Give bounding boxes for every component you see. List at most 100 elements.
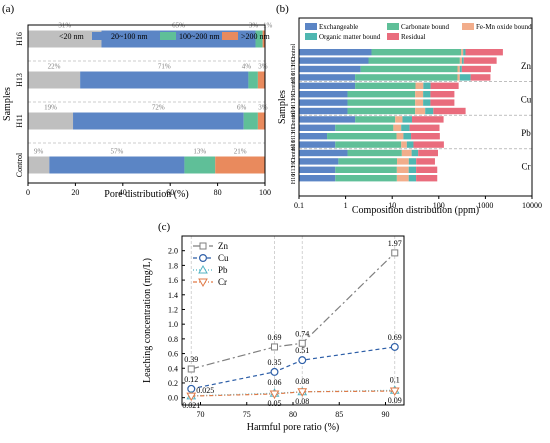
tick-y-b-Zn-H13: H13 xyxy=(291,65,297,75)
bar-b-Cu-H16-2 xyxy=(415,107,426,115)
axes-c-frame xyxy=(181,235,405,406)
bar-a-Control-3 xyxy=(215,156,265,174)
tick-y-c-0.8: 0.8 xyxy=(168,335,178,344)
legend-c-marker-Cu xyxy=(199,254,208,263)
legend-b-label-3: Organic matter bound xyxy=(319,33,381,41)
tick-y-b-Pb-Control: Control xyxy=(291,111,297,130)
tick-x-c-70: 70 xyxy=(197,410,205,419)
bar-b-Pb-H13-4 xyxy=(411,133,440,140)
legend-b-swatch-4 xyxy=(387,33,399,40)
bar-b-Cr-H16-4 xyxy=(416,175,438,182)
tick-x-b-10: 10 xyxy=(388,201,396,210)
bar-b-Pb-H11-4 xyxy=(409,124,440,131)
bar-a-H11-3 xyxy=(257,112,265,130)
data-label-Zn-1: 0.69 xyxy=(268,333,282,342)
data-label-Cr-2: 0.08 xyxy=(295,397,309,406)
point-Zn-1 xyxy=(271,343,278,351)
bar-a-H16-2 xyxy=(255,30,263,48)
bar-b-Cr-Control-1 xyxy=(347,149,402,157)
bar-b-Zn-Control-2 xyxy=(461,49,464,56)
bar-b-Cu-H11-2 xyxy=(415,91,424,98)
bar-b-Zn-Control-3 xyxy=(463,49,466,56)
bar-b-Zn-H11-0 xyxy=(299,57,369,64)
bar-b-Pb-H16-2 xyxy=(401,141,407,148)
bar-b-Cu-Control-4 xyxy=(430,82,459,89)
tick-y-a-H13: H13 xyxy=(15,73,24,87)
bar-b-Pb-Control-2 xyxy=(395,116,403,123)
tick-x-c-85: 85 xyxy=(335,410,343,419)
tick-x-a-0: 0 xyxy=(26,188,30,197)
tick-y-b-Cu-Control: Control xyxy=(291,77,297,96)
axes-a-frame xyxy=(27,24,266,184)
data-label-a-H11-3: 3% xyxy=(258,104,268,112)
bar-b-Cu-Control-2 xyxy=(415,82,424,89)
panel-b-label: (b) xyxy=(276,3,289,15)
data-label-Cu-2: 0.51 xyxy=(295,346,309,355)
bar-b-Pb-H13-3 xyxy=(403,133,412,140)
data-label-Cu-3: 0.69 xyxy=(388,333,402,342)
legend-b-label-2: Fe-Mn oxide bound xyxy=(476,23,532,31)
tick-y-b-Cr-Control: Control xyxy=(291,144,297,163)
tick-y-b-Zn-H16: H16 xyxy=(291,73,297,83)
bar-b-Pb-H11-0 xyxy=(299,124,336,131)
data-label-a-H11-2: 6% xyxy=(237,104,247,112)
bar-b-Zn-H16-1 xyxy=(355,74,458,81)
bar-b-Cr-H13-0 xyxy=(299,166,336,173)
bar-b-Pb-Control-3 xyxy=(402,116,412,123)
legend-b-label-0: Exchangeable xyxy=(319,23,358,31)
data-label-Cr-0: 0.021 xyxy=(182,401,200,410)
panel-c-label: (c) xyxy=(158,221,171,233)
bar-b-Pb-H13-2 xyxy=(396,133,404,140)
data-label-Cu-1: 0.35 xyxy=(268,358,282,367)
data-label-Zn-0: 0.39 xyxy=(184,355,198,364)
bar-b-Pb-Control-0 xyxy=(299,116,356,123)
legend-b-label-4: Residual xyxy=(401,33,426,41)
bar-b-Cu-Control-0 xyxy=(299,82,356,89)
bar-b-Pb-H11-3 xyxy=(401,124,410,131)
bar-b-Zn-H11-4 xyxy=(463,57,497,64)
legend-a-swatch-0 xyxy=(40,32,56,40)
bar-b-Cu-H13-3 xyxy=(423,99,431,106)
tick-y-b-Zn-Control: Control xyxy=(291,44,297,63)
data-label-a-H11-1: 72% xyxy=(152,104,165,112)
bar-b-Zn-H16-4 xyxy=(470,74,491,81)
bar-b-Cr-Control-0 xyxy=(299,149,348,157)
data-label-Pb-0: 0.025 xyxy=(196,386,214,395)
tick-y-b-Pb-H13: H13 xyxy=(291,132,297,142)
bar-b-Zn-Control-4 xyxy=(465,49,503,56)
data-label-Pb-1: 0.06 xyxy=(268,378,282,387)
legend-a-label-2: 100~200 nm xyxy=(179,32,220,41)
tick-y-c-1.0: 1.0 xyxy=(168,320,178,329)
tick-y-c-0.2: 0.2 xyxy=(168,379,178,388)
bar-b-Cu-Control-1 xyxy=(355,82,416,89)
point-Zn-2 xyxy=(298,339,306,347)
legend-a-swatch-2 xyxy=(160,32,176,40)
bar-b-Cu-H11-4 xyxy=(430,91,455,98)
bar-b-Cu-H13-1 xyxy=(347,99,416,106)
bar-a-H13-3 xyxy=(257,71,265,89)
tick-x-a-80: 80 xyxy=(214,188,222,197)
bar-b-Cr-H16-0 xyxy=(299,175,336,182)
bar-b-Zn-H16-2 xyxy=(457,74,460,81)
group-label-b-Cu: Cu xyxy=(521,94,532,104)
legend-b-swatch-0 xyxy=(305,23,317,30)
legend-c-label-Zn: Zn xyxy=(218,241,228,251)
bar-b-Cr-H13-3 xyxy=(408,166,417,173)
tick-y-b-Cu-H11: H11 xyxy=(291,90,297,100)
tick-x-b-1: 1 xyxy=(344,201,348,210)
bar-b-Cr-H11-3 xyxy=(408,158,417,165)
bar-b-Pb-H11-2 xyxy=(393,124,402,131)
bar-b-Zn-H13-3 xyxy=(459,65,462,73)
data-label-a-Control-2: 13% xyxy=(193,148,206,156)
bar-b-Zn-H13-0 xyxy=(299,65,361,73)
tick-y-b-Cu-H16: H16 xyxy=(291,107,297,117)
tick-x-b-10000: 10000 xyxy=(522,201,542,210)
tick-x-a-40: 40 xyxy=(119,188,127,197)
bar-b-Zn-H13-4 xyxy=(461,65,491,73)
bar-b-Cu-H16-3 xyxy=(425,107,434,115)
bar-b-Cr-H11-0 xyxy=(299,158,339,165)
legend-c-marker-Pb xyxy=(198,264,208,274)
bar-b-Zn-H11-3 xyxy=(461,57,464,64)
bar-b-Zn-Control-1 xyxy=(371,49,462,56)
